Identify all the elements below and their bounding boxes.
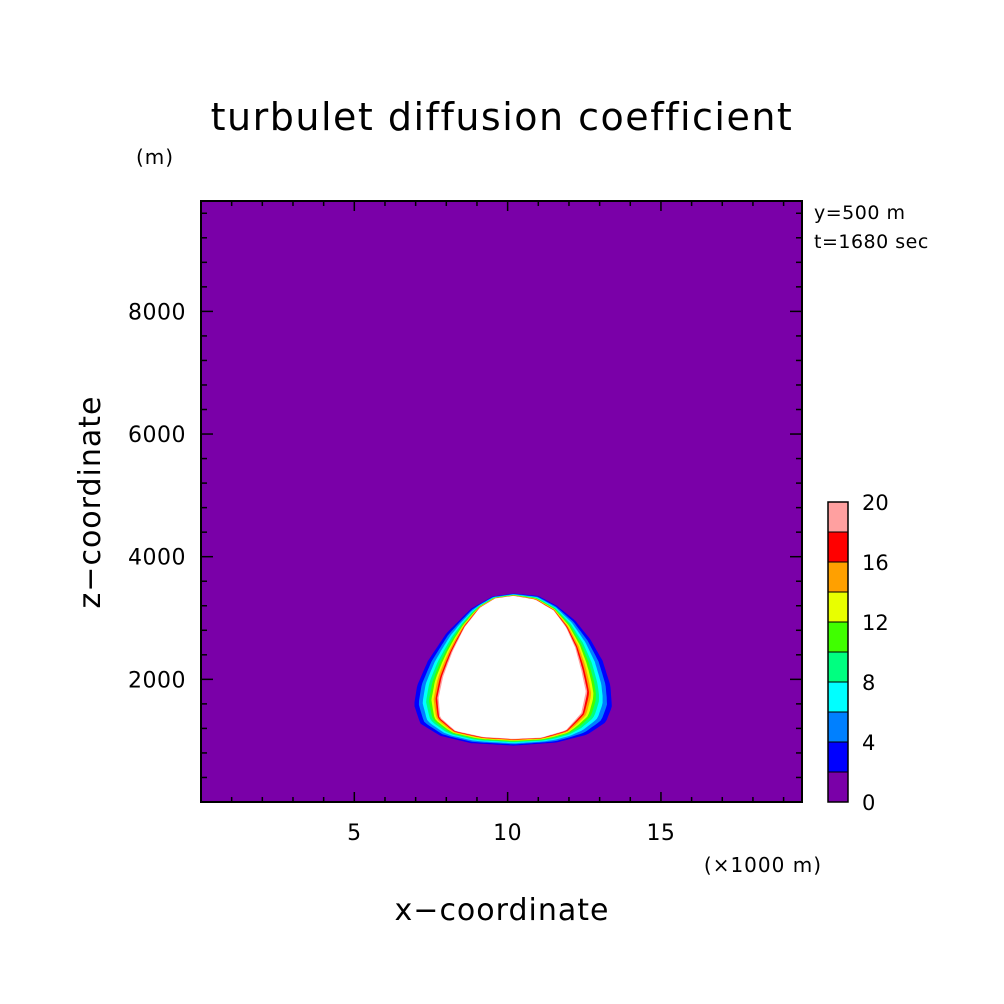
colorbar: 0 4 8 12 16 20 [827, 491, 889, 815]
colorbar-tick-label: 4 [862, 731, 875, 755]
colorbar-frame [827, 501, 849, 803]
colorbar-swatch-4 [827, 711, 849, 743]
chart-title: turbulet diffusion coefficient [211, 95, 794, 139]
colorbar-swatch-14 [827, 561, 849, 593]
y-axis-label: z−coordinate [73, 396, 108, 609]
y-tick-label: 4000 [128, 546, 186, 571]
annotation-y-position: y=500 m [814, 202, 905, 224]
colorbar-swatch-10 [827, 621, 849, 653]
y-tick-label: 6000 [128, 423, 186, 448]
plot-area [201, 201, 802, 802]
axes: 5 10 15 2000 4000 6000 8000 [128, 200, 803, 846]
plot-frame [200, 200, 803, 803]
y-axis-unit: (m) [136, 145, 174, 169]
y-tick-label: 8000 [128, 300, 186, 325]
colorbar-tick-label: 12 [862, 611, 889, 635]
x-tick-label: 15 [646, 821, 675, 846]
colorbar-swatch-0 [827, 771, 849, 803]
contour-core-above-max [438, 596, 586, 739]
colorbar-tick-label: 20 [862, 491, 889, 515]
colorbar-swatch-8 [827, 651, 849, 683]
x-axis-unit: (×1000 m) [704, 853, 822, 877]
annotation-time: t=1680 sec [814, 231, 929, 253]
colorbar-swatch-2 [827, 741, 849, 773]
colorbar-tick-label: 0 [862, 791, 875, 815]
colorbar-swatch-18 [827, 501, 849, 533]
colorbar-tick-label: 16 [862, 551, 889, 575]
x-tick-label: 5 [347, 821, 362, 846]
colorbar-tick-label: 8 [862, 671, 875, 695]
x-tick-label: 10 [493, 821, 522, 846]
x-axis-label: x−coordinate [395, 893, 610, 928]
colorbar-swatch-6 [827, 681, 849, 713]
colorbar-swatch-16 [827, 531, 849, 563]
colorbar-swatch-12 [827, 591, 849, 623]
y-tick-label: 2000 [128, 668, 186, 693]
